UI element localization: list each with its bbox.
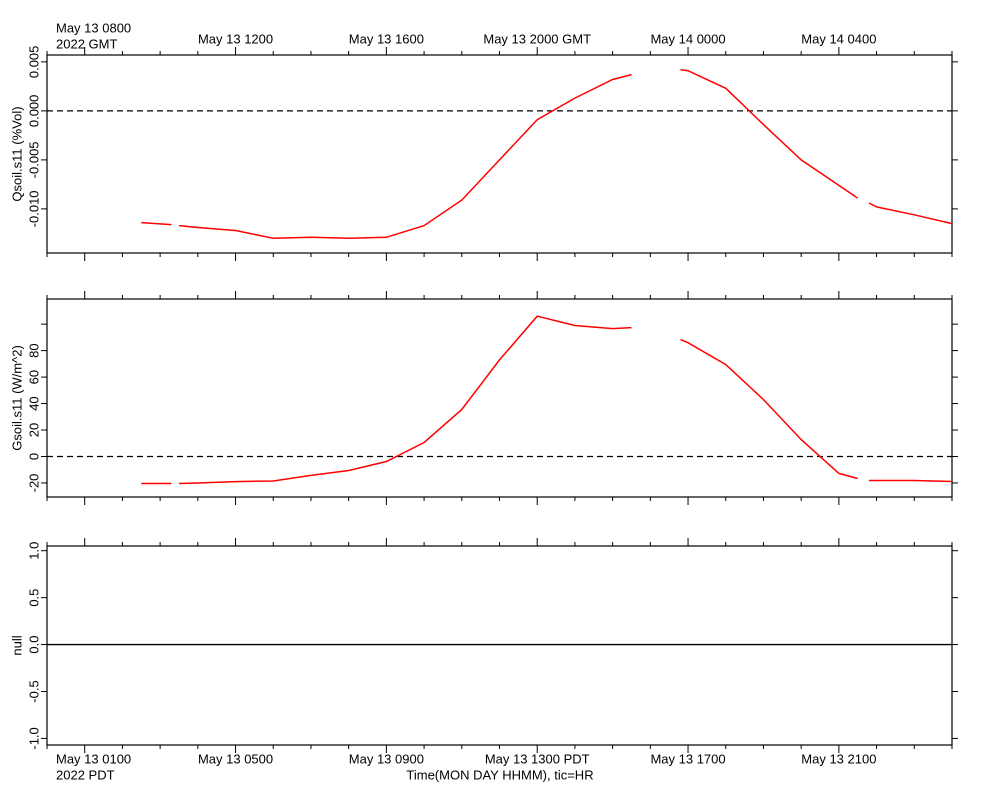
- plot-frame: [46, 298, 953, 498]
- y-tick-label: -0.005: [26, 141, 41, 178]
- y-tick-label: 0.5: [26, 589, 41, 607]
- x2-year-label: 2022 GMT: [56, 36, 117, 51]
- x-tick-label: May 13 2100: [801, 751, 876, 766]
- y-axis-label: null: [9, 635, 24, 655]
- x-tick-label: May 13 0900: [349, 751, 424, 766]
- y-tick-label: 0.000: [26, 95, 41, 128]
- y-tick-label: -0.5: [26, 680, 41, 702]
- x-tick-label: May 13 0100: [56, 751, 131, 766]
- x2-tick-label: May 13 1200: [198, 31, 273, 46]
- y-tick-label: 0.0: [26, 636, 41, 654]
- y-tick-label: 1.0: [26, 542, 41, 560]
- x2-tick-label: May 13 0800: [56, 20, 131, 35]
- x-tick-label: May 13 1300 PDT: [485, 751, 590, 766]
- data-line: [141, 315, 953, 485]
- x-tick-label: May 13 0500: [198, 751, 273, 766]
- plot-frame: [46, 54, 953, 254]
- plot-frame: [46, 545, 953, 746]
- y-tick-label: -0.010: [26, 190, 41, 227]
- y-tick-label: 0: [26, 453, 41, 460]
- y-axis-label: Gsoil.s11 (W/m^2): [9, 345, 24, 451]
- y-tick-label: 0.005: [26, 46, 41, 79]
- x2-tick-label: May 13 2000 GMT: [483, 31, 591, 46]
- y-tick-label: 80: [26, 343, 41, 357]
- data-line: [141, 68, 953, 240]
- x-tick-label: May 13 1700: [650, 751, 725, 766]
- x2-tick-label: May 14 0400: [801, 31, 876, 46]
- x-axis-label: Time(MON DAY HHMM), tic=HR: [406, 767, 593, 782]
- y-tick-label: 40: [26, 396, 41, 410]
- x-year-label: 2022 PDT: [56, 767, 115, 782]
- x2-tick-label: May 14 0000: [650, 31, 725, 46]
- x2-tick-label: May 13 1600: [349, 31, 424, 46]
- y-tick-label: -1.0: [26, 727, 41, 749]
- y-tick-label: 20: [26, 423, 41, 437]
- y-axis-label: Qsoil.s11 (%Vol): [9, 106, 24, 201]
- y-tick-label: 60: [26, 370, 41, 384]
- y-tick-label: -20: [26, 474, 41, 493]
